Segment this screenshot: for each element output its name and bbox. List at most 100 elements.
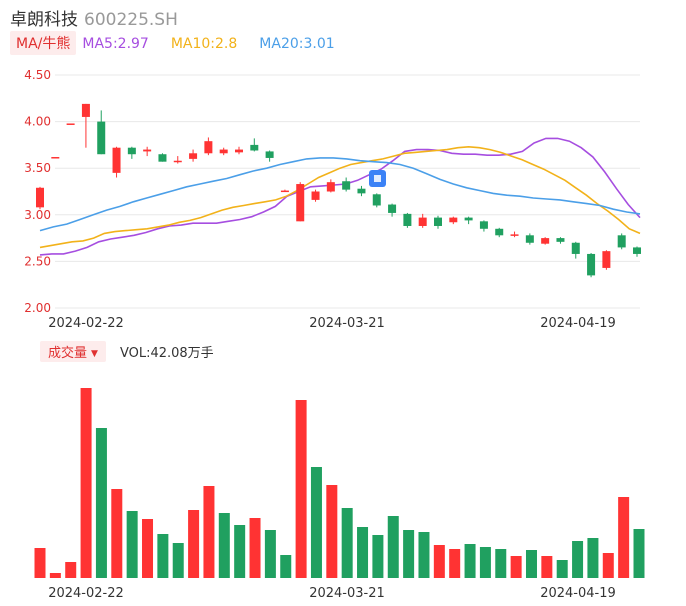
candle <box>51 157 60 159</box>
candle-body <box>66 123 75 125</box>
candle-body <box>372 194 381 206</box>
candle <box>602 250 611 270</box>
x-tick-label: 2024-03-21 <box>309 316 385 331</box>
volume-bar <box>618 497 630 578</box>
candle-body <box>219 149 228 154</box>
y-tick-label: 4.00 <box>24 115 51 129</box>
candle <box>418 213 427 228</box>
candle-body <box>403 213 412 226</box>
candle <box>434 215 442 229</box>
volume-bar <box>234 525 246 578</box>
candle-body <box>342 181 351 190</box>
volume-bar <box>556 560 568 578</box>
volume-bar <box>372 535 384 578</box>
candle <box>173 156 182 164</box>
candle <box>143 146 152 157</box>
candle <box>81 103 90 148</box>
candle <box>66 123 75 125</box>
volume-bar <box>587 538 599 578</box>
price-x-axis: 2024-02-22 2024-03-21 2024-04-19 <box>48 316 616 331</box>
volume-bar <box>80 388 92 578</box>
price-grid <box>55 74 640 309</box>
volume-bar <box>172 543 184 578</box>
volume-bar <box>464 544 476 578</box>
ma5-line <box>39 137 641 256</box>
cursor-marker[interactable] <box>369 170 386 187</box>
candle <box>127 146 136 159</box>
candle-body <box>449 217 458 223</box>
volume-bars <box>34 388 645 578</box>
candle-body <box>36 187 44 208</box>
candle-body <box>464 217 473 221</box>
candle <box>189 149 198 162</box>
candle-body <box>97 121 106 155</box>
ma-toggle-button[interactable]: MA/牛熊 <box>10 31 77 55</box>
volume-bar <box>326 485 338 578</box>
x-tick-label: 2024-04-19 <box>540 586 616 601</box>
x-tick-label: 2024-03-21 <box>309 586 385 601</box>
caret-down-icon: ▼ <box>91 349 98 359</box>
candle <box>464 216 473 225</box>
volume-bar <box>449 549 461 578</box>
volume-bar <box>264 530 276 578</box>
price-y-axis: 4.50 4.00 3.50 3.00 2.50 2.00 <box>24 68 51 315</box>
candle <box>587 253 596 278</box>
volume-bar <box>188 510 200 578</box>
candle-body <box>81 103 90 117</box>
volume-toggle-button[interactable]: 成交量 ▼ <box>40 341 106 362</box>
cursor-marker-dot <box>374 175 381 182</box>
volume-bar <box>495 549 507 578</box>
x-tick-label: 2024-02-22 <box>48 316 124 331</box>
candle <box>158 153 167 162</box>
volume-bar <box>403 530 415 578</box>
candle <box>388 203 397 217</box>
y-tick-label: 2.00 <box>24 301 51 315</box>
volume-bar <box>541 556 553 578</box>
candle-body <box>143 149 152 152</box>
candle-body <box>556 238 565 242</box>
stock-name: 卓朗科技 <box>10 10 78 30</box>
candle-body <box>189 153 198 159</box>
volume-bar <box>218 513 230 578</box>
volume-bar <box>341 508 353 578</box>
volume-bar <box>602 553 614 578</box>
candle-body <box>633 247 641 254</box>
candle-body <box>112 147 121 173</box>
volume-value: VOL:42.08万手 <box>119 346 214 361</box>
candle-body <box>587 253 596 276</box>
candles <box>36 103 641 278</box>
moving-averages <box>39 137 641 256</box>
volume-bar <box>95 428 107 578</box>
candle-body <box>510 234 519 236</box>
candle <box>296 182 305 222</box>
volume-bar <box>572 541 584 578</box>
volume-bar <box>525 550 537 578</box>
candle-body <box>602 251 611 268</box>
candle <box>556 237 565 244</box>
volume-bar <box>34 548 46 578</box>
candle-body <box>541 238 550 244</box>
candle <box>97 110 106 155</box>
candle-body <box>51 157 60 159</box>
y-tick-label: 3.00 <box>24 208 51 222</box>
candle-body <box>326 182 335 192</box>
volume-bar <box>633 529 645 578</box>
candle <box>204 137 213 156</box>
volume-legend: 成交量 ▼ VOL:42.08万手 <box>40 341 214 362</box>
candle-body <box>388 204 397 213</box>
candle <box>265 150 274 162</box>
candle <box>525 233 534 245</box>
candle <box>571 241 580 259</box>
volume-bar <box>510 556 522 578</box>
candle-body <box>617 235 626 248</box>
ma-legend: MA/牛熊 MA5:2.97 MA10:2.8 MA20:3.01 <box>10 31 335 55</box>
volume-bar <box>203 486 215 578</box>
candle <box>541 237 550 245</box>
candle-body <box>571 242 580 254</box>
candle <box>235 146 243 155</box>
candle <box>36 186 44 210</box>
candle <box>326 179 335 193</box>
candle <box>479 220 488 232</box>
candle-body <box>235 149 243 153</box>
